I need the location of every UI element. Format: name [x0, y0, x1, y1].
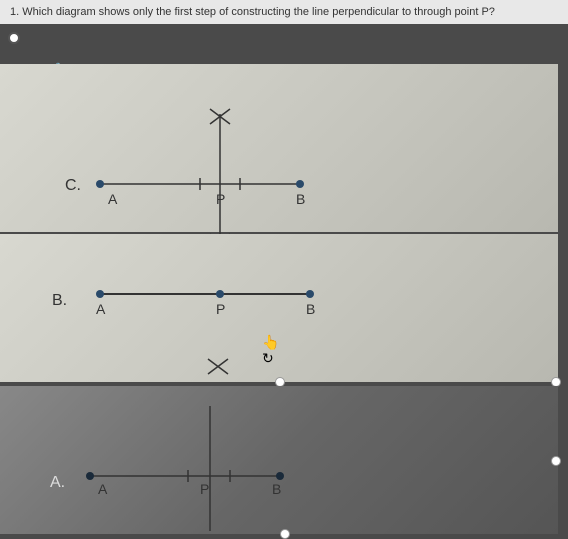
point-b-label: B — [272, 481, 281, 497]
question-number: 1. — [10, 6, 19, 18]
selection-handle[interactable] — [551, 456, 561, 466]
option-c-label: C. — [65, 177, 81, 195]
diagram-c: A P B — [80, 64, 480, 234]
cursor-hand-icon: 👆 — [262, 334, 279, 351]
point-p-label: P — [200, 481, 209, 497]
question-text: Which diagram shows only the first step … — [22, 6, 495, 18]
point-p-label: P — [216, 301, 225, 317]
point-a-label: A — [98, 481, 108, 497]
point-b-label: B — [306, 301, 315, 317]
rotate-icon[interactable]: ↻ — [262, 350, 274, 367]
option-b-panel[interactable]: B. A P B 👆 ↻ — [0, 234, 558, 382]
option-b-label: B. — [52, 292, 67, 310]
option-a-label: A. — [50, 474, 65, 492]
point-b-label: B — [296, 191, 305, 207]
radio-option[interactable] — [8, 32, 20, 44]
question-bar: 1. Which diagram shows only the first st… — [0, 0, 568, 24]
diagram-a: A P B — [70, 386, 470, 536]
option-a-panel: A. A P B — [0, 386, 558, 534]
option-c-panel: C. A P B — [0, 64, 558, 232]
point-a-label: A — [96, 301, 106, 317]
diagram-b: A P B — [80, 234, 480, 384]
point-a-label: A — [108, 191, 118, 207]
selection-handle[interactable] — [280, 529, 290, 539]
point-p-label: P — [216, 191, 225, 207]
